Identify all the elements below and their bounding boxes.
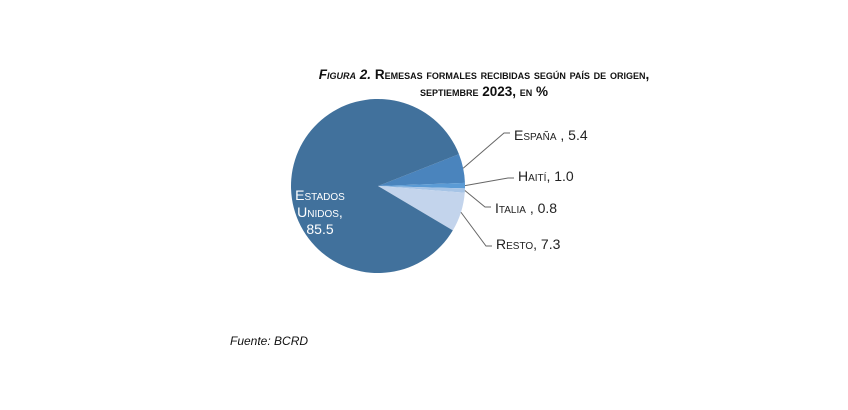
title-text: Remesas formales recibidas según país de…	[374, 67, 650, 82]
data-label: Haití, 1.0	[518, 168, 574, 184]
data-label: Estados	[295, 187, 345, 203]
source-note: Fuente: BCRD	[230, 334, 309, 348]
data-label: 85.5	[306, 221, 333, 237]
title-prefix: Figura 2.	[318, 67, 372, 82]
leader-line	[464, 177, 514, 187]
pie-slice-estados-unidos	[291, 99, 459, 274]
leader-line	[462, 132, 510, 169]
pie-slice-haití	[378, 182, 465, 189]
chart-title: Figura 2. Remesas formales recibidas seg…	[60, 67, 848, 82]
data-label: Unidos,	[297, 204, 343, 220]
data-label: Resto, 7.3	[496, 236, 561, 252]
pie-slice-italia	[378, 186, 465, 193]
pie-slice-españa	[378, 154, 465, 186]
leader-line	[460, 211, 492, 247]
data-label: Italia , 0.8	[495, 200, 557, 216]
data-label: España , 5.4	[514, 127, 588, 143]
pie-slice-resto	[378, 186, 465, 231]
chart-subtitle: septiembre 2023, en %	[419, 84, 549, 99]
leader-line	[464, 190, 491, 208]
